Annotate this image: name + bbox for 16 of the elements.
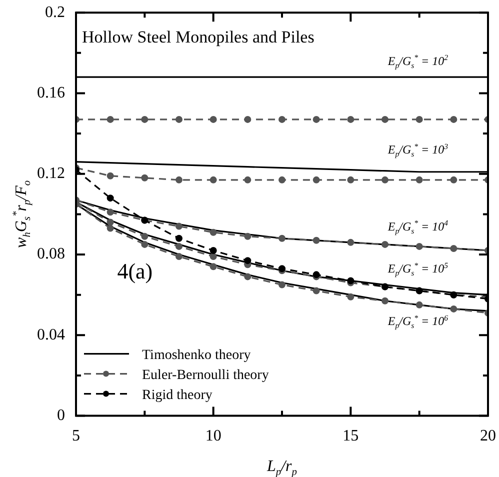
y-tick-label: 0.2 bbox=[45, 4, 65, 21]
y-tick-label: 0.04 bbox=[37, 326, 65, 344]
legend-label: Euler-Bernoulli theory bbox=[142, 368, 269, 383]
legend-label: Rigid theory bbox=[142, 388, 212, 403]
legend-label: Timoshenko theory bbox=[142, 348, 251, 363]
y-tick-label: 0.08 bbox=[37, 246, 65, 263]
x-tick-label: 20 bbox=[480, 428, 496, 445]
y-tick-label: 0 bbox=[57, 407, 65, 424]
x-tick-label: 5 bbox=[72, 428, 80, 445]
annotation: 4(a) bbox=[117, 258, 153, 284]
text: whGs*rp/Fo bbox=[12, 180, 33, 248]
text: Hollow Steel Monopiles and Piles bbox=[82, 28, 314, 47]
x-tick-label: 15 bbox=[342, 428, 359, 445]
x-tick-label: 10 bbox=[205, 428, 222, 445]
y-tick-label: 0.16 bbox=[37, 84, 65, 102]
y-tick-label: 0.12 bbox=[37, 165, 65, 182]
